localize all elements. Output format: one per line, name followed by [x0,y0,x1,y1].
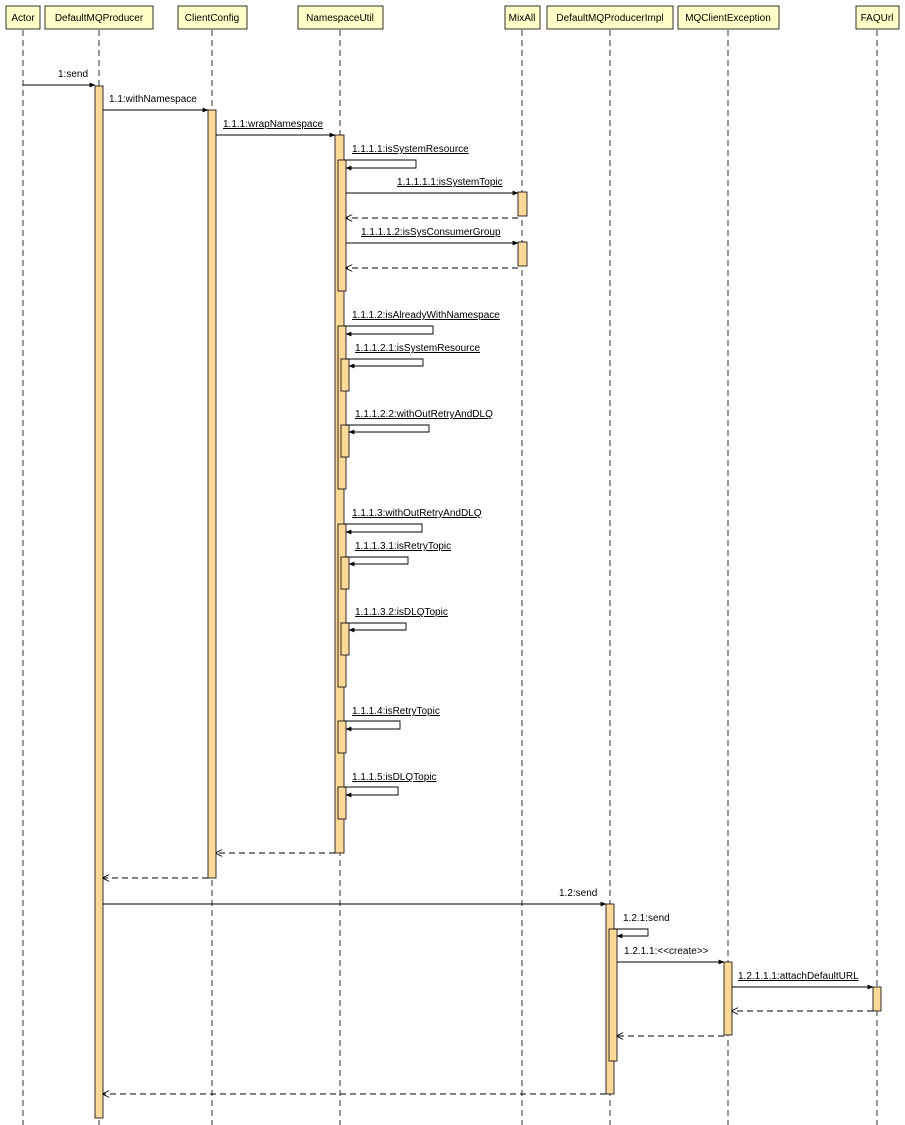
activation-nsutil-isdlqtopic-2 [337,786,347,820]
message-isretrytopic-2-arrow [344,720,401,732]
message-label: 1.1.1.1.2:isSysConsumerGroup [361,227,501,238]
message-isdlqtopic-2-arrow [344,786,399,798]
activation-mixall-1 [517,191,528,217]
message-label: 1:send [58,69,88,80]
message-label: 1.2:send [559,888,597,899]
message-label: 1.1.1.1:isSystemResource [352,144,469,155]
message-label: 1.1.1.2.1:isSystemResource [355,343,480,354]
participant-faqurl-label: FAQUrl [861,13,894,24]
lifelines [22,30,878,1125]
message-labels: 1:send 1.1:withNamespace 1.1.1:wrapNames… [58,69,859,982]
participant-clientconfig[interactable]: ClientConfig [177,5,248,30]
activation-clientconfig [207,109,217,879]
message-label: 1.2.1.1.1:attachDefaultURL [738,971,859,982]
message-send-impl-self-arrow [614,928,649,939]
activation-exception [723,961,733,1036]
participant-headers: Actor DefaultMQProducer ClientConfig Nam… [5,5,900,30]
message-label: 1.1.1.4:isRetryTopic [352,706,440,717]
message-isretrytopic-arrow [346,556,409,567]
message-label: 1.1.1:wrapNamespace [223,119,323,130]
message-label: 1.1.1.3.2:isDLQTopic [355,607,448,618]
message-label: 1.1.1.2:isAlreadyWithNamespace [352,310,500,321]
message-withoutretryanddlq-2-arrow [346,424,430,435]
message-label: 1.1.1.3:withOutRetryAndDLQ [352,508,482,519]
activation-nsutil-isretrytopic-2 [337,720,347,754]
activation-nsutil-alreadywithns [337,325,347,490]
activations [94,85,882,1119]
message-issystemresource-arrow [344,159,417,171]
message-label: 1.1:withNamespace [109,94,197,105]
activation-nsutil-issystemresource-2 [340,358,350,392]
participant-exception-label: MQClientException [685,13,771,24]
message-label: 1.2.1.1:<<create>> [624,946,709,957]
participant-impl[interactable]: DefaultMQProducerImpl [546,5,674,30]
activation-nsutil-isdlqtopic [340,622,350,656]
participant-producer[interactable]: DefaultMQProducer [44,5,154,30]
activation-impl-send [608,928,618,1062]
activation-faqurl [872,986,882,1012]
message-label: 1.2.1:send [623,913,670,924]
message-issystemresource-2-arrow [346,358,424,369]
message-label: 1.1.1.5:isDLQTopic [352,772,437,783]
participant-nsutil-label: NamespaceUtil [306,13,374,24]
participant-exception[interactable]: MQClientException [677,5,780,30]
message-isalreadywithnamespace-arrow [344,325,434,337]
participant-impl-label: DefaultMQProducerImpl [556,13,663,24]
messages [23,82,874,1094]
activation-nsutil-wrap [334,134,345,854]
message-label: 1.1.1.3.1:isRetryTopic [355,541,451,552]
activation-nsutil-issystemresource [337,159,347,292]
participant-clientconfig-label: ClientConfig [185,13,239,24]
participant-faqurl[interactable]: FAQUrl [855,5,900,30]
activation-nsutil-isretrytopic [340,556,350,590]
activation-mixall-2 [517,241,528,267]
activation-nsutil-withoutretry-2 [340,424,350,458]
message-isdlqtopic-arrow [346,622,407,633]
participant-actor-label: Actor [11,13,35,24]
message-label: 1.1.1.2.2:withOutRetryAndDLQ [355,409,493,420]
participant-nsutil[interactable]: NamespaceUtil [297,5,384,30]
participant-mixall-label: MixAll [509,13,536,24]
message-withoutretryanddlq-arrow [344,523,423,535]
participant-actor[interactable]: Actor [5,5,41,30]
message-label: 1.1.1.1.1:isSystemTopic [397,177,503,188]
participant-mixall[interactable]: MixAll [504,5,541,30]
activation-producer [94,85,104,1119]
activation-nsutil-withoutretry [337,523,347,688]
participant-producer-label: DefaultMQProducer [55,13,144,24]
